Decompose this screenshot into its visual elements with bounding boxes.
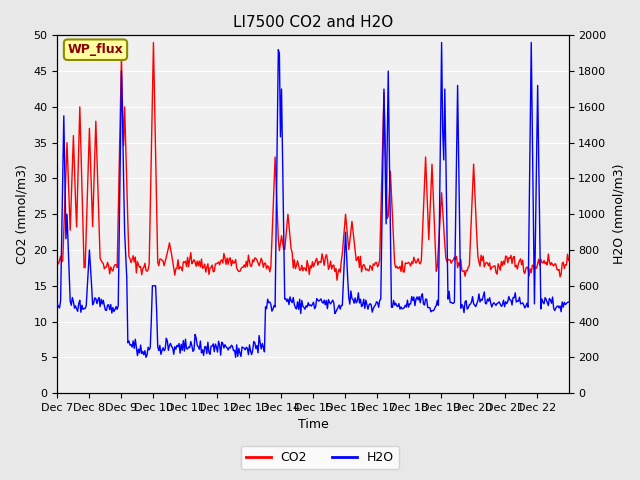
Legend: CO2, H2O: CO2, H2O <box>241 446 399 469</box>
Y-axis label: H2O (mmol/m3): H2O (mmol/m3) <box>612 164 625 264</box>
X-axis label: Time: Time <box>298 419 328 432</box>
Text: WP_flux: WP_flux <box>68 43 124 56</box>
Y-axis label: CO2 (mmol/m3): CO2 (mmol/m3) <box>15 164 28 264</box>
Title: LI7500 CO2 and H2O: LI7500 CO2 and H2O <box>233 15 393 30</box>
